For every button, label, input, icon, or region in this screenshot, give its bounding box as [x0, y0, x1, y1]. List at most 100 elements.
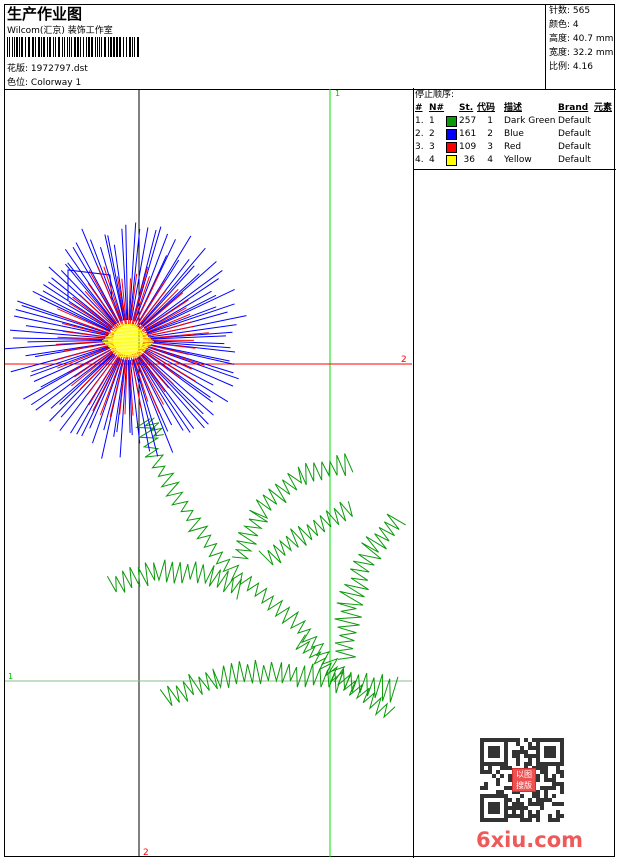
petal-stitch [130, 227, 149, 321]
watermark-text: 6xiu.com [476, 828, 584, 852]
petal-stitch [48, 281, 113, 329]
sheet-frame [4, 4, 615, 857]
center-stitch [115, 327, 141, 330]
petal-stitch [32, 290, 111, 332]
color-swatch [446, 116, 457, 127]
color-swatch [446, 155, 457, 166]
header [4, 4, 616, 90]
design-value: 1972797.dst [30, 64, 88, 74]
petal-stitch [132, 226, 162, 321]
petal-stitch [144, 351, 211, 398]
guide-label: 2 [143, 848, 149, 858]
center-stitch [109, 333, 147, 336]
colorway-label: 色位: [7, 78, 29, 88]
petal-stitch [21, 305, 110, 335]
petal-stitch [70, 349, 117, 387]
petal-stitch [140, 299, 189, 333]
petal-stitch [88, 270, 122, 328]
petal-stitch [97, 266, 123, 327]
center-stitch [118, 324, 138, 327]
petal-stitch [30, 346, 110, 377]
color-table-title: 停止顺序: [415, 90, 455, 100]
petal-stitch [15, 309, 109, 336]
petal-stitch [103, 266, 124, 326]
center-stitch [113, 351, 143, 354]
petal-stitch [33, 347, 110, 382]
petal-stitch [141, 354, 209, 425]
petal-stitch [133, 359, 157, 436]
center-stitch [106, 344, 150, 347]
petal-stitch [147, 341, 231, 349]
petal-stitch [99, 353, 124, 416]
center-stitch [118, 355, 138, 358]
petal-stitch [68, 302, 116, 333]
petal-stitch [65, 263, 116, 325]
petal-stitch [67, 262, 117, 325]
petal-stitch [140, 247, 206, 325]
petal-stitch [140, 307, 187, 334]
petal-stitch [31, 345, 110, 373]
petal-stitch [109, 354, 126, 418]
petal-stitch [89, 239, 122, 322]
stat-colors: 颜色: 4 [549, 20, 579, 30]
petal-stitch [107, 235, 125, 321]
barcode [7, 37, 139, 57]
petal-stitch [88, 352, 121, 406]
petal-stitch [142, 343, 189, 355]
petal-stitch [146, 306, 217, 334]
color-row: 3. 3 109 3 Red Default [415, 142, 591, 153]
petal-stitch [134, 352, 165, 405]
color-row: 4. 4 36 4 Yellow Default [415, 155, 591, 166]
color-row: 1. 1 257 1 Dark Green Default [415, 116, 591, 127]
color-row: 2. 2 161 2 Blue Default [415, 129, 591, 140]
petal-stitch [142, 332, 209, 340]
petal-stitch [50, 353, 114, 409]
center-stitch [101, 340, 155, 343]
petal-stitch [134, 233, 169, 322]
petal-stitch [74, 348, 117, 378]
petal-stitch [79, 350, 119, 390]
petal-stitch [143, 270, 223, 329]
petal-stitch [129, 359, 141, 444]
stat-height: 高度: 40.7 mm [549, 34, 614, 44]
center-stitch [103, 338, 153, 341]
center-stitch [109, 347, 147, 350]
company-name: Wilcom(汇京) 装饰工作室 [7, 26, 113, 36]
leaf [106, 559, 242, 600]
color-table: 停止顺序: # N# St. 代码 描述 Brand 元素 1. 1 257 1 … [413, 88, 616, 170]
petal-stitch [140, 347, 196, 382]
petal-stitch [99, 246, 123, 321]
color-swatch [446, 129, 457, 140]
center-stitch [107, 334, 149, 337]
petal-stitch [132, 359, 159, 457]
petal-stitch [147, 335, 226, 340]
center-stitch [119, 323, 137, 326]
petal-stitch [39, 297, 111, 332]
petal-stitch [136, 357, 173, 426]
petal-stitch [138, 350, 174, 385]
petal-stitch [68, 346, 116, 374]
petal-stitch [60, 270, 115, 326]
petal-stitch [128, 359, 133, 436]
design-file: 花版: 1972797.dst [7, 61, 88, 74]
petal-stitch [51, 277, 113, 328]
petal-stitch [139, 355, 195, 429]
petal-stitch [142, 321, 191, 337]
petal-stitch [87, 282, 120, 328]
petal-stitch [43, 284, 112, 330]
petal-stitch [137, 351, 170, 389]
color-table-header: # N# St. 代码 描述 Brand 元素 [415, 103, 613, 113]
petal-stitch [141, 313, 191, 335]
design-label: 花版: [7, 64, 29, 74]
petal-stitch [62, 330, 114, 339]
guide-label: 1 [335, 89, 340, 98]
stem [134, 418, 346, 683]
petal-stitch [127, 359, 131, 433]
center-stitch [104, 337, 152, 340]
petal-stitch [124, 354, 128, 415]
petal-stitch [116, 276, 127, 326]
petal-stitch [136, 290, 167, 329]
center-stitch [106, 336, 150, 339]
petal-stitch [75, 242, 120, 323]
petal-stitch [138, 289, 179, 330]
